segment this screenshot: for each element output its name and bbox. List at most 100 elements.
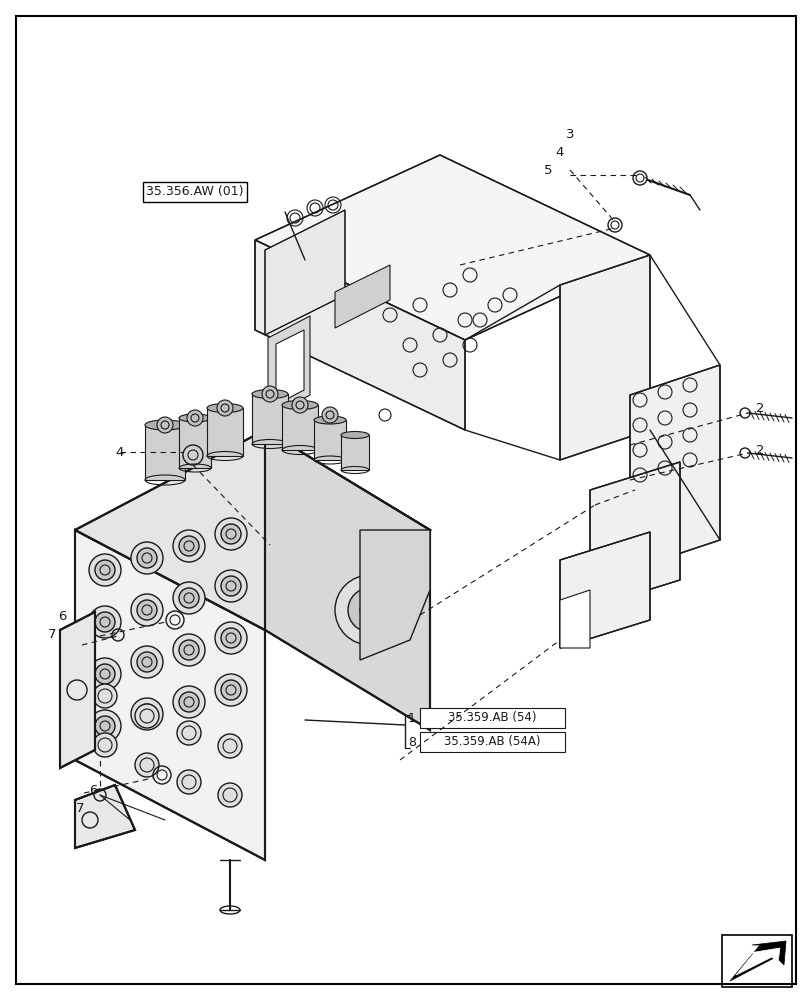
Circle shape bbox=[221, 576, 241, 596]
Circle shape bbox=[137, 704, 157, 724]
Polygon shape bbox=[590, 462, 679, 608]
Circle shape bbox=[93, 684, 117, 708]
Polygon shape bbox=[560, 590, 590, 648]
Circle shape bbox=[178, 640, 199, 660]
Circle shape bbox=[173, 634, 204, 666]
Polygon shape bbox=[75, 530, 264, 860]
Circle shape bbox=[131, 698, 163, 730]
Polygon shape bbox=[629, 365, 719, 570]
Ellipse shape bbox=[178, 414, 211, 422]
Text: 6: 6 bbox=[88, 784, 97, 796]
Ellipse shape bbox=[281, 400, 318, 410]
Circle shape bbox=[137, 600, 157, 620]
Circle shape bbox=[217, 783, 242, 807]
Polygon shape bbox=[207, 408, 242, 456]
Polygon shape bbox=[359, 530, 430, 660]
Circle shape bbox=[215, 570, 247, 602]
Text: 6: 6 bbox=[58, 610, 67, 624]
Circle shape bbox=[131, 542, 163, 574]
Text: 4: 4 bbox=[555, 145, 564, 158]
Polygon shape bbox=[560, 255, 649, 460]
Circle shape bbox=[95, 664, 115, 684]
Ellipse shape bbox=[314, 416, 345, 424]
Circle shape bbox=[137, 548, 157, 568]
Polygon shape bbox=[75, 430, 430, 630]
Circle shape bbox=[215, 622, 247, 654]
Text: 5: 5 bbox=[543, 163, 551, 176]
Text: 2: 2 bbox=[755, 401, 763, 414]
Polygon shape bbox=[281, 405, 318, 450]
Circle shape bbox=[173, 582, 204, 614]
Polygon shape bbox=[735, 948, 779, 975]
Circle shape bbox=[217, 400, 233, 416]
Circle shape bbox=[173, 686, 204, 718]
Text: 8: 8 bbox=[407, 736, 415, 748]
Circle shape bbox=[95, 716, 115, 736]
Polygon shape bbox=[729, 941, 785, 981]
Ellipse shape bbox=[341, 432, 368, 438]
Text: 35.356.AW (01): 35.356.AW (01) bbox=[146, 186, 243, 198]
Polygon shape bbox=[590, 560, 620, 608]
Polygon shape bbox=[560, 532, 649, 648]
Text: 3: 3 bbox=[565, 128, 573, 141]
Circle shape bbox=[131, 646, 163, 678]
Circle shape bbox=[221, 628, 241, 648]
Circle shape bbox=[95, 612, 115, 632]
Ellipse shape bbox=[207, 403, 242, 412]
Text: 7: 7 bbox=[48, 629, 56, 642]
Polygon shape bbox=[75, 785, 135, 848]
Polygon shape bbox=[251, 394, 288, 444]
Circle shape bbox=[89, 554, 121, 586]
Polygon shape bbox=[314, 420, 345, 460]
Text: 2: 2 bbox=[755, 444, 763, 456]
Polygon shape bbox=[341, 435, 368, 470]
Circle shape bbox=[178, 536, 199, 556]
Circle shape bbox=[89, 606, 121, 638]
Circle shape bbox=[131, 594, 163, 626]
Ellipse shape bbox=[145, 420, 185, 430]
Circle shape bbox=[221, 524, 241, 544]
Circle shape bbox=[137, 652, 157, 672]
Ellipse shape bbox=[251, 389, 288, 398]
Polygon shape bbox=[264, 430, 430, 730]
Circle shape bbox=[135, 704, 159, 728]
Circle shape bbox=[187, 410, 203, 426]
Circle shape bbox=[322, 407, 337, 423]
Polygon shape bbox=[335, 265, 389, 328]
Circle shape bbox=[262, 386, 277, 402]
Polygon shape bbox=[60, 612, 95, 768]
Circle shape bbox=[292, 397, 307, 413]
Circle shape bbox=[178, 692, 199, 712]
Circle shape bbox=[95, 560, 115, 580]
Circle shape bbox=[215, 674, 247, 706]
Circle shape bbox=[221, 680, 241, 700]
Polygon shape bbox=[276, 330, 303, 405]
Polygon shape bbox=[145, 425, 185, 480]
Circle shape bbox=[89, 658, 121, 690]
Text: 4: 4 bbox=[116, 446, 124, 458]
Circle shape bbox=[178, 588, 199, 608]
Polygon shape bbox=[255, 155, 649, 340]
Polygon shape bbox=[178, 418, 211, 468]
Polygon shape bbox=[268, 316, 310, 418]
Circle shape bbox=[173, 530, 204, 562]
Text: 1: 1 bbox=[408, 712, 415, 724]
Polygon shape bbox=[264, 210, 345, 335]
Text: 7: 7 bbox=[75, 802, 84, 814]
Text: 35.359.AB (54A): 35.359.AB (54A) bbox=[444, 736, 540, 748]
Circle shape bbox=[93, 733, 117, 757]
Bar bbox=[419, 708, 564, 728]
Bar bbox=[721, 935, 791, 987]
Circle shape bbox=[177, 721, 201, 745]
Circle shape bbox=[157, 417, 173, 433]
Circle shape bbox=[89, 710, 121, 742]
Circle shape bbox=[135, 753, 159, 777]
Circle shape bbox=[348, 588, 392, 632]
Text: 35.359.AB (54): 35.359.AB (54) bbox=[448, 712, 536, 724]
Bar bbox=[419, 732, 564, 752]
Polygon shape bbox=[255, 240, 465, 430]
Circle shape bbox=[177, 770, 201, 794]
Circle shape bbox=[215, 518, 247, 550]
Circle shape bbox=[335, 575, 405, 645]
Circle shape bbox=[217, 734, 242, 758]
